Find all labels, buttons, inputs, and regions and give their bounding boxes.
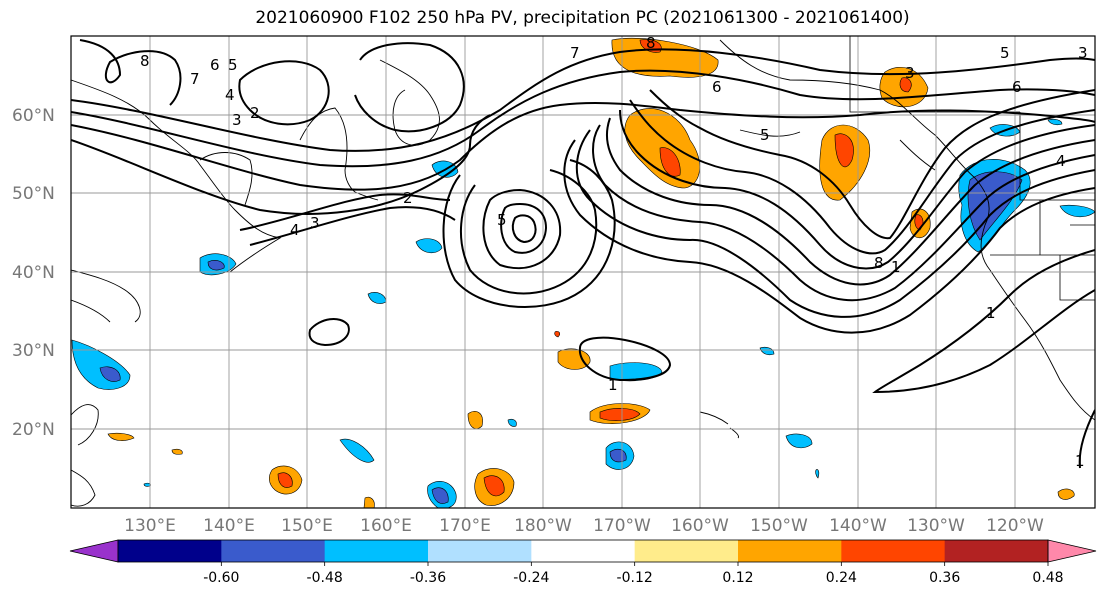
colorbar-tick-label: 0.12 xyxy=(722,570,753,586)
colorbar-segment xyxy=(324,540,429,562)
map-frame xyxy=(70,35,1096,509)
colorbar-segment xyxy=(531,540,636,562)
colorbar-tick-label: -0.36 xyxy=(410,570,446,586)
colorbar-tick-label: 0.24 xyxy=(826,570,857,586)
colorbar-tick-label: -0.12 xyxy=(617,570,653,586)
lat-label: 30°N xyxy=(12,341,55,361)
contour-label: 3 xyxy=(310,214,320,232)
contour-label: 5 xyxy=(228,56,238,74)
contour-label: 1 xyxy=(986,304,996,322)
colorbar-segment xyxy=(634,540,739,562)
colorbar: -0.60 -0.48 -0.36 -0.24 -0.12 0.12 0.24 0.36 0.4… xyxy=(69,539,1097,586)
contour-label: 5 xyxy=(760,126,770,144)
colorbar-tick-label: -0.24 xyxy=(513,570,549,586)
contour-label: 8 xyxy=(646,34,656,52)
contour-label: 6 xyxy=(210,56,220,74)
contour-label: 4 xyxy=(290,221,300,239)
lat-label: 60°N xyxy=(12,106,55,126)
lon-label: 140°W xyxy=(829,516,887,536)
lon-label: 170°W xyxy=(593,516,651,536)
contour-label: 4 xyxy=(1056,152,1066,170)
lon-label: 150°E xyxy=(281,516,333,536)
lon-label: 160°E xyxy=(360,516,412,536)
contour-label: 4 xyxy=(225,86,235,104)
contour-label: 3 xyxy=(1078,44,1088,62)
contour-label: 3 xyxy=(905,64,915,82)
lon-label: 130°E xyxy=(124,516,176,536)
map-title: 2021060900 F102 250 hPa PV, precipitatio… xyxy=(255,8,910,28)
lat-label: 50°N xyxy=(12,184,55,204)
contour-label: 1 xyxy=(891,258,901,276)
colorbar-segment xyxy=(428,540,532,562)
lon-label: 120°W xyxy=(986,516,1044,536)
colorbar-tick-label: 0.36 xyxy=(929,570,960,586)
contour-label: 7 xyxy=(570,44,580,62)
colorbar-frame xyxy=(117,539,1049,563)
lon-label: 130°W xyxy=(907,516,965,536)
contour-label: 8 xyxy=(874,254,884,272)
contour-label: 1 xyxy=(608,376,618,394)
precip-positive-areas xyxy=(107,37,1075,508)
colorbar-extend-high xyxy=(1047,539,1097,563)
lat-label: 40°N xyxy=(12,263,55,283)
contour-label: 7 xyxy=(190,70,200,88)
lon-label: 160°W xyxy=(671,516,729,536)
contour-label: 2 xyxy=(250,104,260,122)
lon-label: 140°E xyxy=(203,516,255,536)
contour-label: 6 xyxy=(712,78,722,96)
lon-label: 180°W xyxy=(514,516,572,536)
lon-label: 170°E xyxy=(439,516,491,536)
colorbar-segment xyxy=(221,540,326,562)
colorbar-segment xyxy=(118,540,222,562)
contour-label: 5 xyxy=(1000,44,1010,62)
contour-label: 8 xyxy=(140,52,150,70)
contour-label: 1 xyxy=(1075,452,1085,470)
lon-label: 150°W xyxy=(750,516,808,536)
contour-label: 6 xyxy=(1012,78,1022,96)
colorbar-segment xyxy=(944,540,1049,562)
colorbar-segment xyxy=(738,540,842,562)
colorbar-tick-label: -0.60 xyxy=(203,570,239,586)
contour-label: 2 xyxy=(403,189,413,207)
colorbar-segment xyxy=(841,540,946,562)
lat-label: 20°N xyxy=(12,420,55,440)
contour-labels: 8 7 6 5 4 3 2 2 3 4 5 7 8 6 5 6 5 3 4 1 … xyxy=(140,34,1088,470)
colorbar-extend-low xyxy=(69,539,119,563)
longitude-labels: 130°E 140°E 150°E 160°E 170°E 180°W 170°… xyxy=(124,516,1044,536)
latitude-labels: 60°N 50°N 40°N 30°N 20°N xyxy=(12,106,55,440)
contour-label: 3 xyxy=(232,111,242,129)
pv-contours xyxy=(71,39,1095,469)
colorbar-tick-label: 0.48 xyxy=(1032,570,1063,586)
contour-label: 5 xyxy=(497,211,507,229)
colorbar-tick-label: -0.48 xyxy=(307,570,343,586)
graticule xyxy=(71,36,1095,508)
